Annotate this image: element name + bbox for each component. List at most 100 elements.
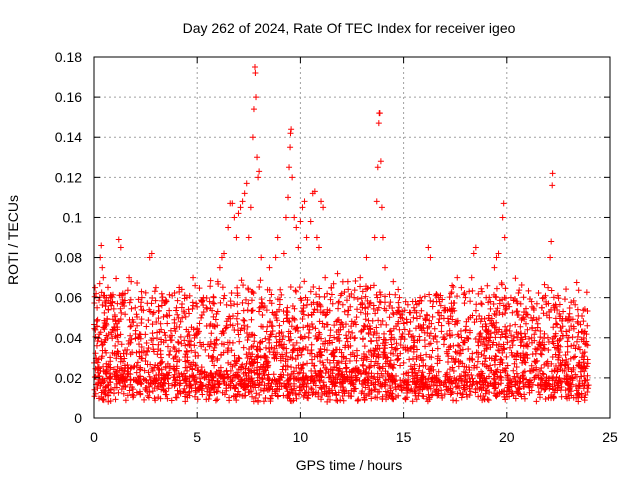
data-point	[200, 294, 207, 301]
data-point	[235, 354, 242, 361]
data-point	[210, 299, 217, 306]
data-point	[172, 353, 179, 360]
data-point	[570, 297, 577, 304]
data-point	[246, 349, 253, 356]
data-point	[206, 322, 213, 329]
data-point	[360, 362, 367, 369]
data-point	[150, 309, 157, 316]
data-point	[491, 371, 498, 378]
data-point	[105, 306, 112, 313]
data-point	[560, 308, 567, 315]
data-point	[513, 363, 520, 370]
data-point	[550, 324, 557, 331]
data-point	[101, 309, 108, 316]
data-point	[342, 344, 349, 351]
data-point	[362, 293, 369, 300]
data-point	[143, 388, 150, 395]
data-point	[250, 398, 257, 405]
data-point	[451, 359, 458, 366]
data-point	[460, 339, 467, 346]
data-point	[522, 320, 529, 327]
data-point	[335, 305, 342, 312]
data-point	[245, 285, 252, 292]
data-point	[162, 391, 169, 398]
data-point	[188, 347, 195, 354]
data-point	[234, 284, 241, 291]
data-point	[400, 320, 407, 327]
data-point	[102, 384, 109, 391]
data-point	[521, 368, 528, 375]
data-point	[476, 312, 483, 319]
data-point	[409, 378, 416, 385]
data-point	[146, 254, 153, 261]
data-point	[461, 300, 468, 307]
data-point	[454, 390, 461, 397]
data-point	[121, 290, 128, 297]
data-point	[366, 364, 373, 371]
data-point	[107, 358, 114, 365]
data-point	[311, 353, 318, 360]
data-point	[424, 381, 430, 388]
data-point	[422, 362, 429, 369]
data-point	[497, 373, 504, 380]
data-point	[269, 392, 276, 399]
data-point	[293, 288, 300, 295]
data-point	[127, 323, 134, 330]
data-point	[313, 234, 320, 241]
data-point	[328, 291, 335, 298]
data-point	[132, 335, 139, 342]
data-point	[201, 374, 208, 381]
data-point	[254, 343, 261, 350]
data-point	[439, 296, 446, 303]
data-point	[387, 327, 394, 334]
data-point	[337, 397, 344, 404]
data-point	[253, 366, 260, 373]
data-point	[155, 315, 162, 322]
data-point	[119, 377, 126, 384]
data-point	[266, 386, 273, 393]
data-point	[563, 358, 570, 365]
data-point	[564, 343, 571, 350]
data-point	[351, 353, 358, 360]
data-point	[106, 374, 113, 381]
data-point	[223, 318, 230, 325]
data-point	[300, 311, 307, 318]
data-point	[368, 358, 375, 365]
data-point	[339, 301, 346, 308]
data-point	[186, 310, 193, 317]
data-point	[211, 340, 218, 347]
data-point	[196, 320, 203, 327]
data-point	[192, 353, 199, 360]
y-tick-label: 0	[74, 410, 82, 426]
data-point	[347, 351, 354, 358]
data-point	[539, 377, 546, 384]
data-point	[552, 315, 559, 322]
data-point	[328, 284, 335, 291]
data-point	[210, 313, 217, 320]
data-point	[467, 298, 474, 305]
data-point	[310, 284, 317, 291]
data-point	[447, 391, 454, 398]
data-point	[454, 331, 461, 338]
data-point	[264, 363, 271, 370]
data-point	[112, 396, 119, 403]
data-point	[584, 322, 591, 329]
data-point	[450, 299, 457, 306]
data-point	[301, 379, 308, 386]
data-point	[411, 342, 418, 349]
data-point	[268, 344, 275, 351]
data-point	[379, 365, 386, 372]
data-point	[174, 297, 181, 304]
data-point	[304, 322, 311, 329]
data-point	[521, 395, 528, 402]
data-point	[200, 302, 207, 309]
data-point	[224, 347, 231, 354]
data-point	[317, 309, 324, 316]
data-point	[553, 373, 560, 380]
data-point	[183, 376, 190, 383]
data-point	[288, 126, 295, 133]
data-point	[400, 377, 407, 384]
data-point	[343, 364, 350, 371]
data-point	[296, 384, 303, 391]
data-point	[320, 382, 327, 389]
